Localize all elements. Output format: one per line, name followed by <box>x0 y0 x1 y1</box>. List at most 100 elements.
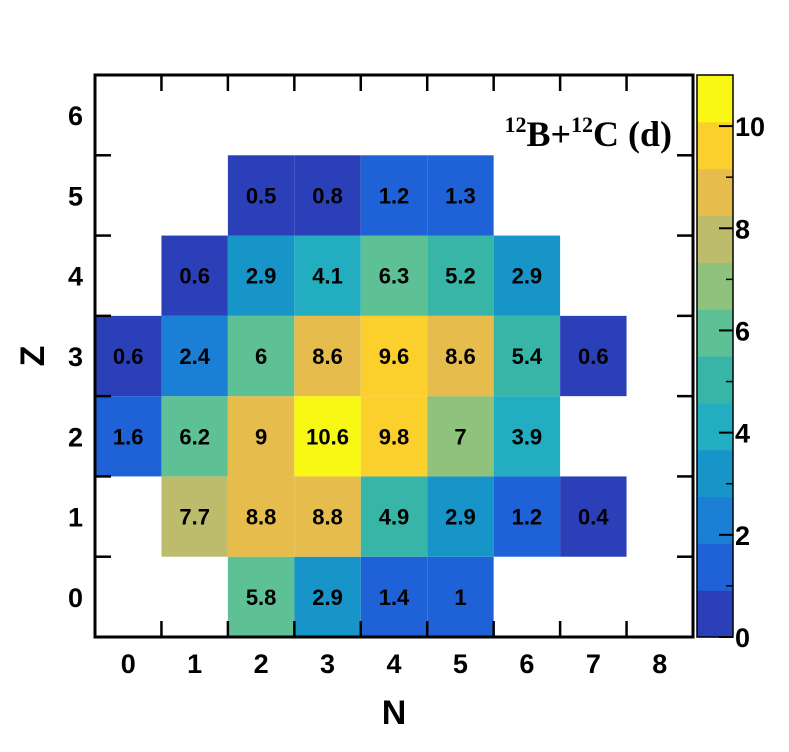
heatmap-cell <box>294 155 361 236</box>
y-tick-label: 3 <box>68 342 83 372</box>
cell-value-label: 0.5 <box>246 183 277 208</box>
cell-value-label: 2.9 <box>512 264 543 289</box>
colorbar-segment <box>697 590 733 638</box>
heatmap-cell <box>560 315 627 397</box>
cell-value-label: 9.6 <box>379 344 410 369</box>
cell-value-label: 5.8 <box>246 585 277 610</box>
heatmap-cell <box>227 235 295 316</box>
heatmap-cell <box>161 235 228 316</box>
x-tick-label: 3 <box>320 649 335 679</box>
cell-value-label: 1.2 <box>512 505 543 530</box>
colorbar-tick-label: 0 <box>735 623 750 653</box>
heatmap-cell <box>427 235 494 316</box>
colorbar-segment <box>697 168 733 217</box>
colorbar-tick-label: 10 <box>735 112 765 142</box>
cell-value-label: 4.1 <box>312 264 343 289</box>
cell-value-label: 8.8 <box>312 505 343 530</box>
heatmap-cell <box>227 556 295 637</box>
cell-value-label: 6.3 <box>379 264 410 289</box>
colorbar-tick-label: 4 <box>735 419 750 449</box>
heatmap-cell <box>95 396 162 477</box>
heatmap-cell <box>493 396 561 477</box>
heatmap-cell <box>227 315 295 397</box>
heatmap-cell <box>95 315 162 397</box>
y-tick-labels: 0 1 2 3 4 5 6 <box>68 101 83 613</box>
heatmap-cell <box>161 396 228 477</box>
cell-value-label: 8.6 <box>445 344 476 369</box>
cell-value-label: 2.9 <box>445 505 476 530</box>
y-tick-label: 0 <box>68 583 83 613</box>
colorbar-segment <box>697 496 733 544</box>
colorbar-tick-labels: 0 2 4 6 8 10 <box>735 112 765 653</box>
title-mass-number-2: 12 <box>571 112 593 137</box>
heatmap-cell <box>227 155 295 236</box>
heatmap-cell <box>427 556 494 637</box>
heatmap-cell <box>360 476 428 557</box>
cell-value-label: 0.6 <box>179 264 210 289</box>
y-tick-label: 1 <box>68 503 83 533</box>
colorbar-segment <box>697 402 733 451</box>
colorbar-tick-label: 6 <box>735 316 750 346</box>
heatmap-cell <box>427 396 494 477</box>
x-tick-label: 0 <box>121 649 136 679</box>
heatmap-cell <box>360 396 428 477</box>
heatmap-cell <box>294 476 361 557</box>
cell-value-label: 9.8 <box>379 424 410 449</box>
y-axis-title: Z <box>14 346 52 367</box>
heatmap-cell <box>360 556 428 637</box>
cell-value-label: 1.4 <box>379 585 410 610</box>
cell-value-label: 5.2 <box>445 264 476 289</box>
heatmap-cell <box>360 235 428 316</box>
plot-frame <box>93 73 695 639</box>
chart-title: 12B+12C (d) <box>504 112 672 154</box>
heatmap-cell <box>161 476 228 557</box>
y-tick-label: 4 <box>68 262 83 292</box>
x-axis-title: N <box>382 694 407 732</box>
cell-value-label: 6.2 <box>179 424 210 449</box>
x-tick-label: 2 <box>254 649 269 679</box>
cell-value-label: 10.6 <box>306 424 349 449</box>
cell-value-label: 1.6 <box>113 424 144 449</box>
cell-value-label: 2.4 <box>179 344 210 369</box>
cell-value-label: 1.2 <box>379 183 410 208</box>
heatmap-cell <box>294 556 361 637</box>
cell-value-label: 2.9 <box>246 264 277 289</box>
cell-value-label: 0.6 <box>113 344 144 369</box>
heatmap-cell <box>294 315 361 397</box>
axis-ticks <box>93 73 695 639</box>
colorbar <box>696 74 734 638</box>
cell-value-label: 4.9 <box>379 505 410 530</box>
heatmap-cell <box>294 235 361 316</box>
heatmap-cells <box>95 155 627 637</box>
heatmap-cell <box>294 396 361 477</box>
x-tick-label: 6 <box>519 649 534 679</box>
y-tick-label: 6 <box>68 101 83 131</box>
heatmap-cell <box>227 476 295 557</box>
title-projectile: B+ <box>526 114 571 154</box>
colorbar-segment <box>697 309 733 357</box>
colorbar-segment <box>697 75 733 123</box>
y-tick-label: 5 <box>68 181 83 211</box>
colorbar-tick-label: 8 <box>735 214 750 244</box>
x-tick-labels: 0 1 2 3 4 5 6 7 8 <box>121 649 668 679</box>
heatmap-cell <box>427 476 494 557</box>
heatmap-cell <box>493 235 561 316</box>
colorbar-segment <box>697 262 733 310</box>
x-tick-label: 5 <box>453 649 468 679</box>
colorbar-segment <box>697 543 733 591</box>
colorbar-segment <box>697 356 733 404</box>
heatmap-cell <box>161 315 228 397</box>
heatmap-cell <box>493 315 561 397</box>
cell-value-label: 0.8 <box>312 183 343 208</box>
x-tick-label: 4 <box>386 649 401 679</box>
cell-value-label: 6 <box>255 344 267 369</box>
title-mass-number-1: 12 <box>504 112 526 137</box>
heatmap-cell <box>427 315 494 397</box>
heatmap-cell <box>427 155 494 236</box>
cell-value-label: 7.7 <box>179 505 210 530</box>
x-tick-label: 8 <box>652 649 667 679</box>
colorbar-tick-label: 2 <box>735 521 750 551</box>
colorbar-frame <box>696 74 734 638</box>
cell-value-label: 7 <box>454 424 466 449</box>
